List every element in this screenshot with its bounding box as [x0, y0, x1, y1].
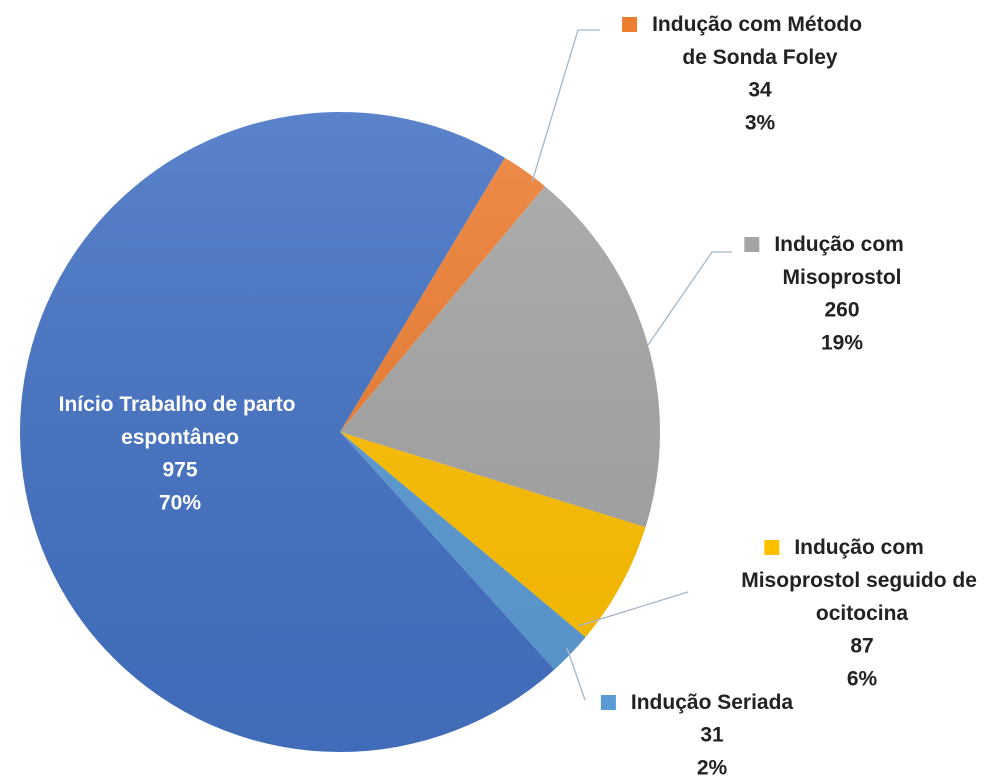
legend-key: [600, 695, 616, 710]
percent-label: 70%: [159, 492, 201, 515]
legend-key: [622, 17, 638, 32]
leader-line: [577, 591, 689, 627]
value-label: 260: [824, 299, 859, 322]
legend-key: [764, 540, 780, 555]
value-label: 975: [162, 459, 197, 482]
value-label: 34: [748, 79, 772, 102]
percent-label: 6%: [847, 668, 878, 691]
legend-key: [744, 237, 760, 252]
percent-label: 3%: [745, 112, 776, 135]
value-label: 87: [850, 635, 873, 658]
leader-line: [531, 29, 600, 183]
slice-label: Início Trabalho de parto espontâneo: [59, 393, 302, 449]
slice-label: Indução com Misoprostol: [774, 233, 909, 289]
value-label: 31: [700, 724, 724, 747]
leader-line: [647, 251, 732, 346]
slice-label: Indução com Método de Sonda Foley: [652, 13, 868, 69]
percent-label: 19%: [821, 332, 863, 355]
leader-line: [566, 647, 586, 701]
slice-label: Indução com Misoprostol seguido de ocito…: [741, 536, 983, 625]
percent-label: 2%: [697, 757, 728, 776]
slice-label: Indução Seriada: [631, 691, 794, 714]
